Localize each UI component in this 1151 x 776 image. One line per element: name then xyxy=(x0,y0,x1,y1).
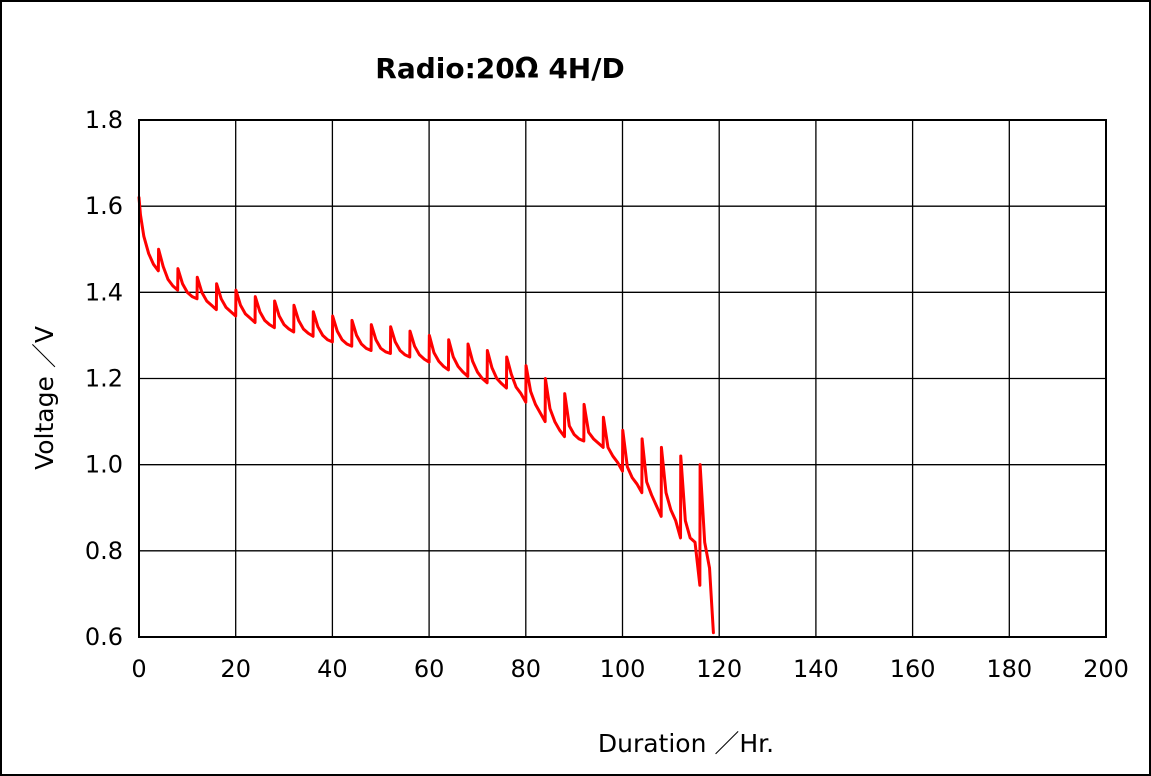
x-tick-label: 100 xyxy=(600,655,646,683)
y-tick-label: 0.8 xyxy=(85,537,123,565)
x-tick-label: 200 xyxy=(1083,655,1129,683)
grid-lines xyxy=(139,120,1106,637)
x-tick-label: 60 xyxy=(414,655,445,683)
y-tick-labels: 0.6 0.8 1.0 1.2 1.4 1.6 1.8 xyxy=(85,106,123,651)
x-tick-label: 180 xyxy=(986,655,1032,683)
x-tick-label: 40 xyxy=(317,655,348,683)
x-tick-label: 20 xyxy=(220,655,251,683)
plot-border xyxy=(138,119,1107,638)
x-tick-label: 0 xyxy=(131,655,146,683)
x-tick-label: 80 xyxy=(511,655,542,683)
y-tick-label: 1.0 xyxy=(85,451,123,479)
y-tick-label: 1.8 xyxy=(85,106,123,134)
series-group xyxy=(137,196,715,635)
chart-title: Radio:20Ω 4H/D xyxy=(375,52,624,85)
y-tick-label: 1.2 xyxy=(85,365,123,393)
y-tick-label: 0.6 xyxy=(85,623,123,651)
y-tick-label: 1.4 xyxy=(85,278,123,306)
y-axis-label: Voltage ／V xyxy=(30,326,59,470)
y-tick-label: 1.6 xyxy=(85,192,123,220)
x-tick-label: 120 xyxy=(696,655,742,683)
x-tick-label: 160 xyxy=(890,655,936,683)
x-axis-label: Duration ／Hr. xyxy=(598,729,774,758)
x-tick-labels: 0 20 40 60 80 100 120 140 160 180 200 xyxy=(131,655,1129,683)
voltage-series-line xyxy=(137,196,715,635)
x-tick-label: 140 xyxy=(793,655,839,683)
